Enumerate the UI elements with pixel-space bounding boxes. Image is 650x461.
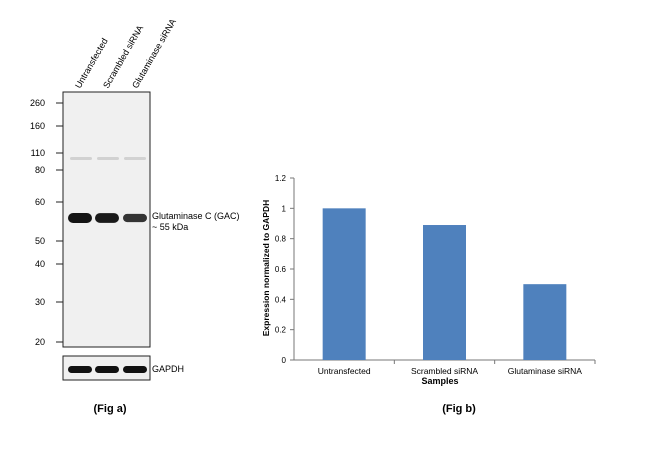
y-tick-label: 1 <box>282 204 287 213</box>
bar-chart-panel: Untransfected Scrambled siRNA Glutaminase … <box>261 174 596 415</box>
mw-marker-label: 80 <box>35 165 45 175</box>
glutaminase-band <box>123 213 147 223</box>
mw-marker-label: 30 <box>35 297 45 307</box>
y-tick-label: 0.6 <box>275 265 287 274</box>
mw-marker-label: 110 <box>31 148 45 158</box>
glutaminase-band <box>68 213 92 223</box>
y-tick-label: 1.2 <box>275 174 287 183</box>
glutaminase-bands <box>68 213 147 223</box>
y-tick-label: 0.8 <box>275 235 287 244</box>
y-axis-label: Expression normalized to GAPDH <box>261 200 271 337</box>
mw-marker-label: 20 <box>35 337 45 347</box>
chart-y-tick-labels: 0 0.2 0.4 0.6 0.8 1 1.2 <box>275 174 287 365</box>
x-tick-label: Scrambled siRNA <box>411 366 478 376</box>
band-size-label: ~ 55 kDa <box>152 222 188 232</box>
mw-marker-label: 260 <box>30 98 45 108</box>
bar-scrambled-sirna <box>423 225 466 360</box>
mw-marker-label: 60 <box>35 197 45 207</box>
bar-untransfected <box>322 208 366 360</box>
glutaminase-band <box>95 213 119 223</box>
band-label: Glutaminase C (GAC) <box>152 211 240 221</box>
gapdh-bands <box>68 366 147 373</box>
chart-bars <box>322 208 567 360</box>
gapdh-band <box>68 366 92 373</box>
mw-marker-label: 160 <box>30 121 45 131</box>
gapdh-band <box>123 366 147 373</box>
y-tick-label: 0 <box>282 356 287 365</box>
mw-marker-label: 40 <box>35 259 45 269</box>
mw-marker-axis: 260 160 110 80 60 50 40 30 20 <box>30 98 63 347</box>
fig-b-caption: (Fig b) <box>442 403 476 415</box>
y-tick-label: 0.4 <box>275 295 287 304</box>
bar-glutaminase-sirna <box>523 284 567 360</box>
fig-a-caption: (Fig a) <box>94 403 127 415</box>
faint-bands-110 <box>70 157 146 160</box>
gapdh-band <box>95 366 119 373</box>
x-tick-label: Glutaminase siRNA <box>508 366 582 376</box>
western-blot-panel: Untransfected Scrambled siRNA Glutaminas… <box>30 17 240 415</box>
gapdh-label: GAPDH <box>152 364 184 374</box>
x-tick-label: Untransfected <box>318 366 371 376</box>
x-axis-label: Samples <box>421 376 458 386</box>
chart-x-tick-labels: Untransfected Scrambled siRNA Glutaminase … <box>318 366 583 376</box>
mw-marker-label: 50 <box>35 236 45 246</box>
y-tick-label: 0.2 <box>275 326 287 335</box>
